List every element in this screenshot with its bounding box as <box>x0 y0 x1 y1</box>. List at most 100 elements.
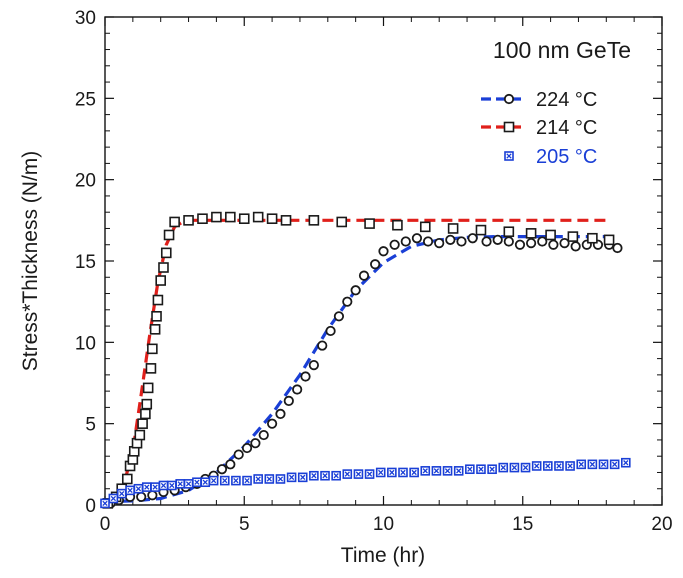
marker-214 <box>336 216 348 228</box>
marker-224 <box>422 236 434 247</box>
marker-214 <box>149 324 161 335</box>
marker-214 <box>145 363 157 374</box>
marker-224 <box>292 384 303 395</box>
marker-205 <box>320 470 330 481</box>
marker-214 <box>140 408 151 420</box>
marker-205 <box>219 475 230 486</box>
marker-224 <box>434 238 445 249</box>
marker-214 <box>147 343 158 355</box>
marker-205 <box>453 466 464 476</box>
marker-214 <box>160 247 172 259</box>
y-tick-label: 20 <box>75 171 96 192</box>
marker-214 <box>134 429 146 441</box>
marker-224 <box>559 238 570 249</box>
marker-224 <box>325 325 336 337</box>
x-axis-title: Time (hr) <box>341 544 425 567</box>
marker-214 <box>252 211 264 223</box>
marker-214 <box>525 228 537 239</box>
marker-224 <box>378 246 389 257</box>
marker-214 <box>503 226 515 238</box>
marker-205 <box>141 482 152 492</box>
marker-205 <box>375 467 386 478</box>
marker-214 <box>163 229 175 241</box>
marker-224 <box>389 239 400 250</box>
fit-line-214 <box>104 218 610 507</box>
marker-205 <box>108 493 119 504</box>
marker-205 <box>520 462 531 473</box>
marker-205 <box>620 457 631 468</box>
marker-205 <box>353 469 364 479</box>
marker-205 <box>125 485 135 496</box>
marker-224 <box>275 408 286 420</box>
marker-214 <box>364 218 375 229</box>
marker-214 <box>447 223 459 234</box>
marker-205 <box>297 472 308 483</box>
legend-marker <box>503 93 515 105</box>
marker-224 <box>445 234 456 245</box>
marker-224 <box>258 429 269 441</box>
marker-224 <box>250 438 261 449</box>
marker-224 <box>467 233 478 244</box>
marker-205 <box>100 498 110 509</box>
x-tick-label: 20 <box>651 514 672 535</box>
marker-205 <box>587 459 598 470</box>
marker-205 <box>286 472 297 483</box>
marker-224 <box>548 239 559 250</box>
marker-205 <box>576 459 587 470</box>
marker-224 <box>514 239 526 250</box>
marker-205 <box>598 459 609 470</box>
marker-214 <box>152 294 164 306</box>
marker-214 <box>280 215 292 226</box>
marker-214 <box>225 211 236 223</box>
marker-214 <box>142 382 154 394</box>
annotation-label: 100 nm GeTe <box>493 37 631 63</box>
marker-224 <box>147 490 158 501</box>
marker-214 <box>151 311 162 322</box>
y-tick-label: 10 <box>75 333 96 354</box>
marker-214 <box>567 231 579 242</box>
legend-label: 205 °C <box>536 146 597 168</box>
marker-224 <box>317 340 328 351</box>
marker-214 <box>197 213 208 225</box>
marker-224 <box>308 360 319 371</box>
marker-214 <box>183 215 194 226</box>
marker-205 <box>498 462 509 473</box>
marker-205 <box>554 461 564 471</box>
marker-224 <box>266 418 278 429</box>
data-markers <box>100 211 631 509</box>
marker-214 <box>238 213 250 225</box>
legend-marker <box>504 151 514 161</box>
marker-205 <box>331 470 341 481</box>
legend: 224 °C 214 °C 205 °C <box>481 89 597 168</box>
marker-214 <box>475 224 487 236</box>
marker-224 <box>411 233 423 244</box>
marker-205 <box>183 479 194 489</box>
y-tick-label: 25 <box>75 89 96 110</box>
marker-214 <box>308 215 320 226</box>
y-tick-label: 30 <box>75 8 96 29</box>
y-tick-label: 15 <box>75 252 96 273</box>
marker-214 <box>169 216 180 228</box>
marker-205 <box>309 470 319 481</box>
marker-224 <box>216 464 228 475</box>
marker-224 <box>225 459 236 470</box>
marker-224 <box>537 236 548 247</box>
marker-205 <box>133 483 144 494</box>
marker-205 <box>342 469 353 479</box>
marker-214 <box>545 229 556 241</box>
marker-224 <box>526 238 537 249</box>
marker-205 <box>509 462 520 473</box>
marker-214 <box>392 219 403 231</box>
marker-205 <box>398 467 408 478</box>
legend-item-205: 205 °C <box>504 146 597 168</box>
x-tick-label: 5 <box>239 514 250 535</box>
marker-224 <box>370 259 381 270</box>
marker-205 <box>431 466 442 476</box>
marker-224 <box>241 442 253 454</box>
marker-205 <box>442 466 453 476</box>
marker-224 <box>333 311 345 322</box>
legend-label: 224 °C <box>536 89 597 111</box>
marker-224 <box>300 371 311 382</box>
marker-205 <box>264 474 275 484</box>
marker-224 <box>492 234 503 245</box>
